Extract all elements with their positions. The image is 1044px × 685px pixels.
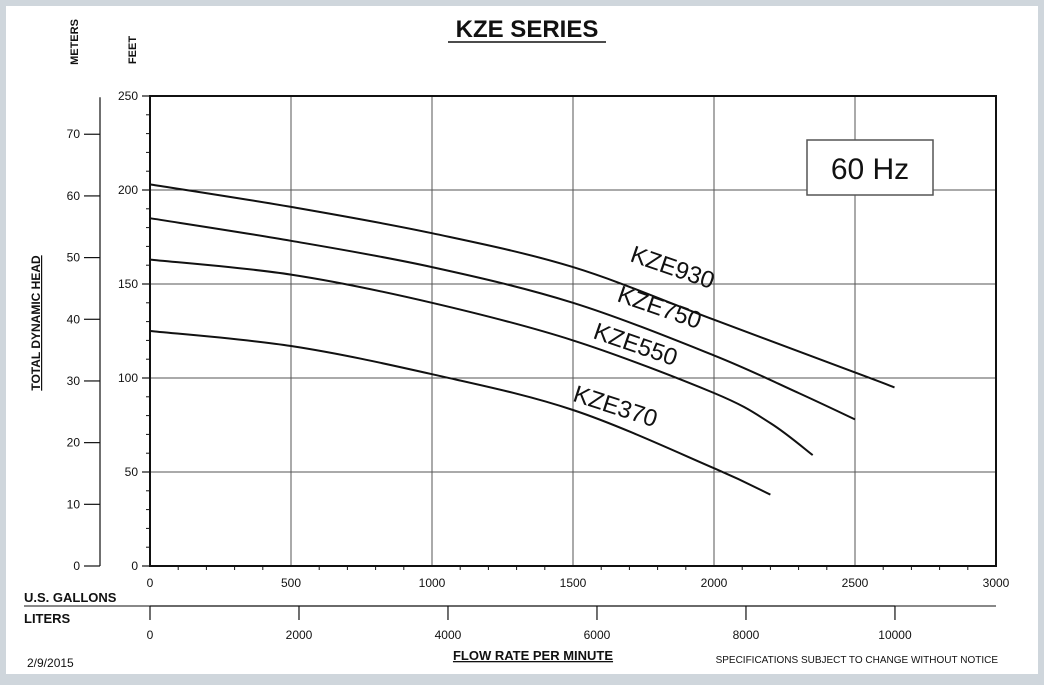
disclaimer-label: SPECIFICATIONS SUBJECT TO CHANGE WITHOUT… — [716, 655, 999, 666]
feet-tick-label: 0 — [131, 559, 138, 573]
series-line-kze930 — [149, 183, 895, 389]
chart-title: KZE SERIES — [456, 16, 599, 43]
feet-tick-label: 50 — [125, 465, 139, 479]
feet-tick-label: 200 — [118, 183, 138, 197]
meters-tick-label: 40 — [67, 312, 81, 326]
meters-tick-label: 60 — [67, 189, 81, 203]
liters-tick-label: 4000 — [435, 628, 462, 642]
liters-tick-label: 6000 — [584, 628, 611, 642]
x-tick-label: 2000 — [701, 576, 728, 590]
frequency-label: 60 Hz — [831, 153, 909, 186]
chart-background — [6, 6, 1038, 674]
gallons-label: U.S. GALLONS — [24, 590, 117, 605]
liters-label: LITERS — [24, 611, 71, 626]
feet-tick-label: 150 — [118, 277, 138, 291]
x-tick-label: 500 — [281, 576, 301, 590]
meters-tick-label: 30 — [67, 374, 81, 388]
x-tick-label: 1000 — [419, 576, 446, 590]
feet-tick-label: 100 — [118, 371, 138, 385]
liters-tick-label: 2000 — [286, 628, 313, 642]
feet-label: FEET — [127, 36, 139, 64]
series-line-kze550 — [149, 258, 814, 456]
meters-tick-label: 50 — [67, 251, 81, 265]
frequency-box: 60 Hz — [806, 139, 934, 196]
meters-label: METERS — [69, 19, 81, 65]
x-axis-title: FLOW RATE PER MINUTE — [453, 648, 613, 663]
feet-tick-label: 250 — [118, 89, 138, 103]
liters-tick-label: 0 — [147, 628, 154, 642]
meters-tick-label: 70 — [67, 127, 81, 141]
date-label: 2/9/2015 — [27, 656, 74, 670]
liters-tick-label: 8000 — [733, 628, 760, 642]
x-tick-label: 3000 — [983, 576, 1010, 590]
meters-tick-label: 20 — [67, 436, 81, 450]
liters-tick-label: 10000 — [878, 628, 912, 642]
y-axis-title: TOTAL DYNAMIC HEAD — [29, 255, 43, 391]
meters-tick-label: 0 — [73, 559, 80, 573]
series-line-kze370 — [149, 330, 771, 496]
x-tick-label: 1500 — [560, 576, 587, 590]
meters-tick-label: 10 — [67, 497, 81, 511]
series-line-kze750 — [149, 217, 856, 421]
x-tick-label: 0 — [147, 576, 154, 590]
x-tick-label: 2500 — [842, 576, 869, 590]
